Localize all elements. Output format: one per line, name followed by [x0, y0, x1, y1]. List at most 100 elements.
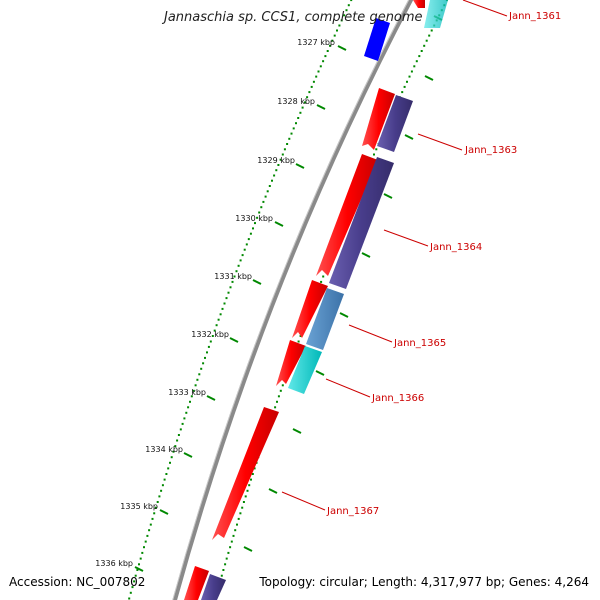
- track-dot: [190, 395, 193, 398]
- track-dot: [253, 467, 256, 470]
- topology-info: Topology: circular; Length: 4,317,977 bp…: [259, 575, 589, 589]
- track-dot: [181, 422, 184, 425]
- track-dot: [209, 340, 212, 343]
- gene-arrow[interactable]: [292, 280, 328, 338]
- forward-strand-genes: [201, 0, 448, 600]
- track-dot: [299, 111, 302, 114]
- track-dot: [241, 506, 244, 509]
- track-dot: [170, 456, 173, 459]
- track-dot: [241, 254, 244, 257]
- track-dot: [403, 85, 406, 88]
- track-dot: [350, 0, 353, 2]
- track-dot: [213, 329, 216, 332]
- gene-label[interactable]: Jann_1361: [508, 11, 561, 22]
- track-tick-mark: [404, 134, 414, 140]
- track-dot: [301, 106, 304, 109]
- track-dot: [225, 297, 228, 300]
- track-dot: [333, 34, 336, 37]
- track-dot: [129, 591, 132, 594]
- track-dot: [217, 318, 220, 321]
- track-dot: [256, 216, 259, 219]
- track-dot: [248, 484, 251, 487]
- accession-info: Accession: NC_007802: [9, 575, 146, 589]
- track-dot: [194, 384, 197, 387]
- kbp-tick-label: 1327 kbp: [297, 38, 335, 47]
- track-tick-mark: [315, 370, 325, 376]
- gene-label[interactable]: Jann_1367: [326, 506, 379, 517]
- track-dot: [227, 291, 230, 294]
- gene-arrow[interactable]: [424, 0, 448, 28]
- gene-arrow[interactable]: [306, 288, 344, 350]
- track-dot: [273, 174, 276, 177]
- track-dot: [234, 529, 237, 532]
- gene-label[interactable]: Jann_1366: [371, 393, 424, 404]
- gene-arrow[interactable]: [316, 154, 378, 276]
- track-dot: [297, 117, 300, 119]
- track-dot: [266, 190, 269, 193]
- track-dot: [420, 50, 423, 52]
- track-dot: [221, 307, 224, 310]
- track-dot: [151, 517, 154, 520]
- gene-arrow[interactable]: [276, 340, 306, 386]
- track-dot: [322, 60, 325, 63]
- track-dot: [250, 478, 252, 481]
- track-dot: [169, 461, 171, 464]
- track-dot: [245, 243, 248, 246]
- track-dot: [249, 232, 252, 235]
- track-dot: [206, 351, 208, 354]
- kbp-tick-label: 1336 kbp: [95, 559, 133, 568]
- gene-arrow[interactable]: [184, 566, 209, 600]
- track-dot: [242, 501, 245, 503]
- track-dot: [161, 484, 164, 487]
- gene-label[interactable]: Jann_1364: [429, 242, 482, 253]
- track-dot: [204, 356, 206, 359]
- track-dot: [413, 65, 416, 68]
- track-dot: [428, 34, 431, 37]
- track-dot: [196, 378, 199, 381]
- track-dot: [326, 50, 329, 52]
- gene-arrow[interactable]: [288, 346, 322, 394]
- track-dot: [408, 75, 411, 78]
- gene-arrow[interactable]: [364, 18, 390, 61]
- track-dot: [401, 91, 404, 94]
- track-dot: [230, 540, 233, 543]
- track-dot: [277, 164, 280, 166]
- track-dot: [303, 101, 306, 104]
- gene-arrow[interactable]: [377, 95, 413, 152]
- kbp-tick-mark: [206, 395, 216, 401]
- gene-arrow[interactable]: [413, 0, 425, 8]
- gene-arrow[interactable]: [362, 88, 395, 150]
- kbp-tick-label: 1330 kbp: [235, 214, 273, 223]
- track-dot: [312, 80, 315, 83]
- track-dot: [347, 4, 350, 7]
- track-dot: [410, 70, 413, 73]
- track-dot: [295, 122, 297, 125]
- track-dot: [254, 222, 256, 225]
- track-dot: [297, 340, 300, 343]
- track-dot: [200, 367, 203, 370]
- track-dot: [207, 345, 210, 348]
- track-dot: [237, 264, 240, 267]
- track-dot: [138, 563, 140, 566]
- gene-label[interactable]: Jann_1363: [464, 145, 517, 156]
- gene-arrow[interactable]: [201, 574, 226, 600]
- track-dot: [149, 523, 152, 526]
- genome-backbone-highlight: [172, 0, 410, 600]
- track-dot: [290, 132, 293, 135]
- track-dot: [322, 275, 325, 278]
- track-dot: [292, 127, 295, 130]
- track-dot: [375, 148, 378, 151]
- track-dot: [211, 335, 214, 337]
- track-dot: [139, 557, 142, 560]
- track-dot: [279, 389, 282, 392]
- kbp-tick-labels: 1327 kbp 1328 kbp 1329 kbp 1330 kbp 1331…: [95, 38, 335, 568]
- track-dot: [338, 24, 341, 27]
- gene-arrow[interactable]: [212, 407, 279, 540]
- kbp-tick-mark: [134, 566, 144, 572]
- gene-arrow[interactable]: [329, 157, 394, 289]
- track-dot: [179, 428, 182, 431]
- track-dot: [373, 153, 375, 156]
- kbp-tick-label: 1333 kbp: [168, 388, 206, 397]
- gene-label[interactable]: Jann_1365: [393, 338, 446, 349]
- kbp-tick-label: 1335 kbp: [120, 502, 158, 511]
